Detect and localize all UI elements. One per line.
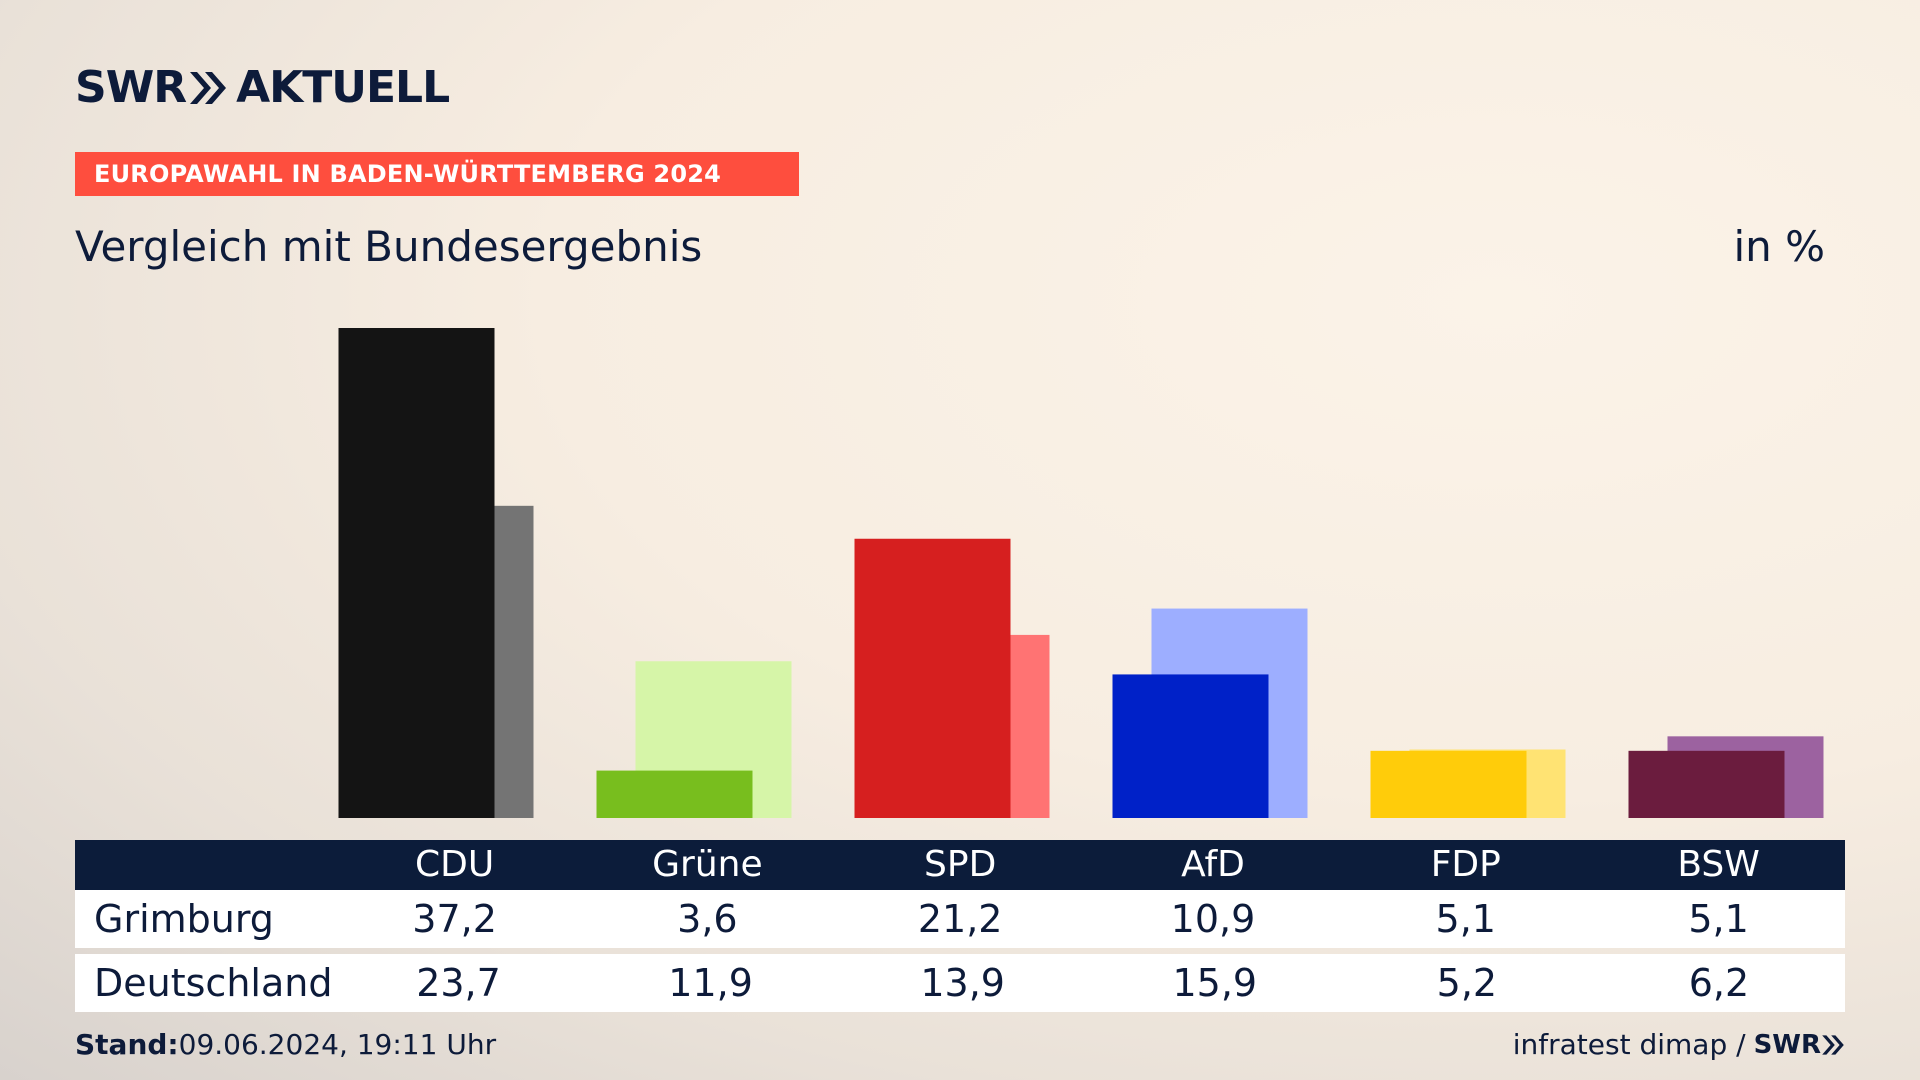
value-deutschland-spd: 13,9 bbox=[920, 961, 1005, 1005]
double-chevron-icon bbox=[188, 70, 228, 106]
unit-label: in % bbox=[1733, 222, 1825, 271]
row-label-grimburg: Grimburg bbox=[94, 897, 274, 941]
bar-chart bbox=[338, 328, 1824, 818]
value-grimburg-afd: 10,9 bbox=[1170, 897, 1256, 941]
value-deutschland-afd: 15,9 bbox=[1172, 961, 1258, 1005]
small-logo-text: SWR bbox=[1753, 1029, 1821, 1060]
bar-grimburg-spd bbox=[854, 538, 1011, 818]
header-party-gruene: Grüne bbox=[652, 844, 763, 885]
header-party-afd: AfD bbox=[1181, 844, 1245, 885]
logo-swr-text: SWR bbox=[75, 62, 187, 113]
header-party-bsw: BSW bbox=[1677, 844, 1760, 885]
header-party-fdp: FDP bbox=[1430, 844, 1501, 885]
value-deutschland-fdp: 5,2 bbox=[1436, 961, 1498, 1005]
value-grimburg-bsw: 5,1 bbox=[1688, 897, 1749, 941]
election-badge: EUROPAWAHL IN BADEN-WÜRTTEMBERG 2024 bbox=[75, 152, 799, 196]
value-grimburg-cdu: 37,2 bbox=[412, 897, 497, 941]
swr-aktuell-logo: SWR AKTUELL bbox=[75, 62, 450, 113]
source-text: infratest dimap / bbox=[1512, 1028, 1746, 1061]
table-row-grimburg: Grimburg 37,2 3,6 21,2 10,9 5,1 5,1 bbox=[75, 890, 1845, 948]
header-empty-cell bbox=[75, 840, 328, 890]
bar-grimburg-fdp bbox=[1370, 750, 1527, 818]
value-grimburg-spd: 21,2 bbox=[917, 897, 1003, 941]
table-row-deutschland: Deutschland 23,7 11,9 13,9 15,9 5,2 6,2 bbox=[75, 954, 1845, 1012]
bar-grimburg-bsw bbox=[1628, 750, 1785, 818]
row-label-deutschland: Deutschland bbox=[94, 961, 333, 1005]
bar-grimburg-cdu bbox=[338, 328, 495, 818]
chart-subtitle: Vergleich mit Bundesergebnis bbox=[75, 222, 703, 271]
header-party-spd: SPD bbox=[924, 844, 997, 885]
bar-grimburg-gruene bbox=[596, 770, 753, 818]
results-table: CDU Grüne SPD AfD FDP BSW Grimburg 37,2 … bbox=[75, 840, 1845, 1012]
value-grimburg-gruene: 3,6 bbox=[677, 897, 738, 941]
stand-value: 09.06.2024, 19:11 Uhr bbox=[178, 1028, 497, 1061]
bar-grimburg-afd bbox=[1112, 674, 1269, 818]
value-deutschland-bsw: 6,2 bbox=[1688, 961, 1750, 1005]
swr-small-logo: SWR bbox=[1754, 1030, 1845, 1060]
timestamp: Stand:09.06.2024, 19:11 Uhr bbox=[75, 1028, 496, 1061]
value-deutschland-cdu: 23,7 bbox=[416, 961, 501, 1005]
value-deutschland-gruene: 11,9 bbox=[668, 961, 753, 1005]
source-credit: infratest dimap / SWR bbox=[1513, 1028, 1845, 1061]
table-header: CDU Grüne SPD AfD FDP BSW bbox=[75, 840, 1845, 890]
logo-aktuell-text: AKTUELL bbox=[236, 62, 450, 113]
stand-label: Stand: bbox=[75, 1028, 179, 1061]
value-grimburg-fdp: 5,1 bbox=[1435, 897, 1496, 941]
small-chevron-icon bbox=[1822, 1034, 1844, 1055]
header-party-cdu: CDU bbox=[414, 844, 495, 885]
